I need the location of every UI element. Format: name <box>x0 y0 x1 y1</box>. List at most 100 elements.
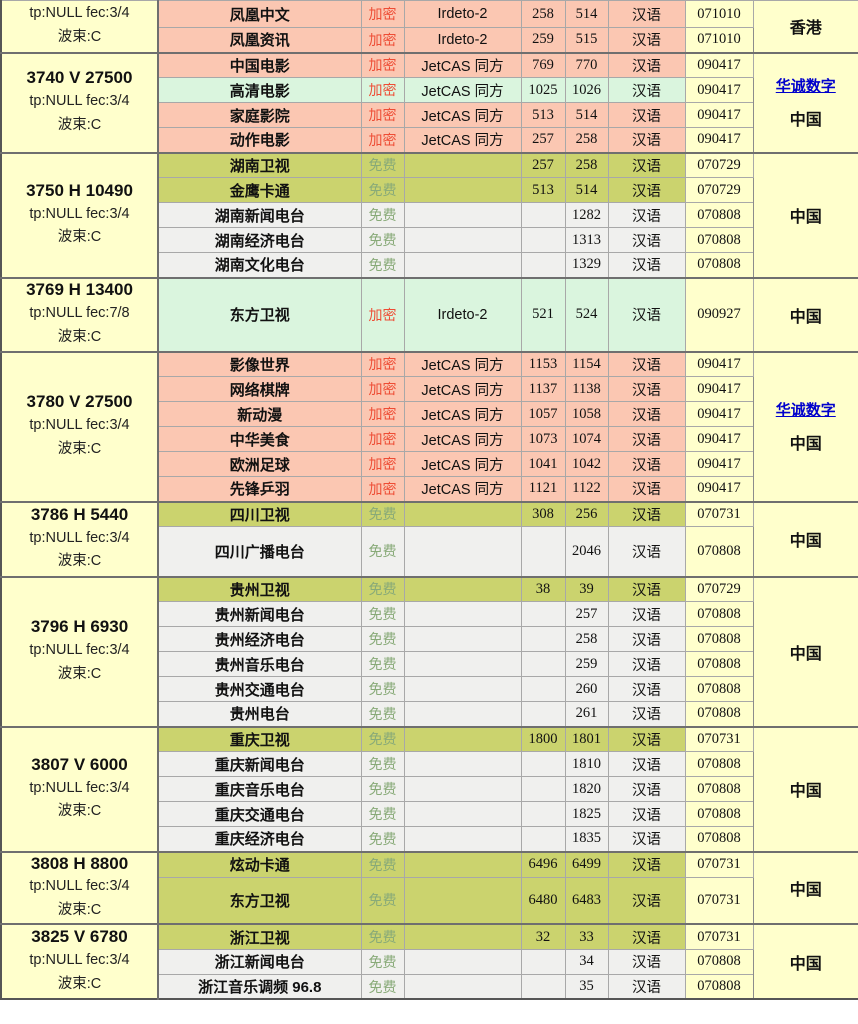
language-cell: 汉语 <box>607 751 686 777</box>
ca-system-cell <box>403 776 522 802</box>
ca-system-cell <box>403 876 522 925</box>
tp-params: tp:NULL fec:3/4 <box>29 779 130 796</box>
ca-system-cell: JetCAS 同方 <box>403 51 522 78</box>
encryption-status: 免费 <box>360 876 405 925</box>
language-cell: 汉语 <box>607 177 686 203</box>
audio-pid-cell: 1074 <box>564 426 609 452</box>
date-cell: 070808 <box>684 776 754 802</box>
channel-name-cell: 中华美食 <box>157 426 362 452</box>
country-label: 中国 <box>789 209 822 226</box>
encryption-status: 免费 <box>360 676 405 702</box>
country-cell: 香港 <box>752 0 858 53</box>
provider-link[interactable]: 华诚数字 <box>775 78 836 95</box>
language-cell: 汉语 <box>607 701 686 727</box>
channel-name-cell: 贵州交通电台 <box>157 676 362 702</box>
country-label: 中国 <box>789 783 822 800</box>
encryption-status: 免费 <box>360 701 405 727</box>
video-pid-cell <box>520 948 566 975</box>
ca-system-cell <box>403 973 522 1000</box>
channel-name-cell: 欧洲足球 <box>157 451 362 477</box>
ca-system-cell <box>403 151 522 178</box>
channel-name-cell: 浙江卫视 <box>157 923 362 950</box>
encryption-status: 加密 <box>360 276 405 352</box>
channel-name-cell: 炫动卡通 <box>157 850 362 878</box>
table-row: 重庆交通电台 免费 1825 汉语 070808 <box>1 801 858 827</box>
audio-pid-cell: 770 <box>564 51 609 78</box>
video-pid-cell: 6480 <box>520 876 566 925</box>
audio-pid-cell: 515 <box>564 27 609 53</box>
audio-pid-cell: 34 <box>564 948 609 975</box>
audio-pid-cell: 1810 <box>564 751 609 777</box>
channel-name-cell: 湖南新闻电台 <box>157 202 362 228</box>
table-row: 3750 H 10490 tp:NULL fec:3/4 波束:C 湖南卫视 免费 257… <box>0 151 858 278</box>
encryption-status: 加密 <box>360 77 405 103</box>
encryption-status: 免费 <box>360 948 405 975</box>
audio-pid-cell: 1042 <box>564 451 609 477</box>
transponder-section: 3786 H 5440 tp:NULL fec:3/4 波束:C 四川卫视 免费 308 2… <box>0 500 858 577</box>
table-row: 贵州新闻电台 免费 257 汉语 070808 <box>1 601 858 627</box>
audio-pid-cell: 258 <box>564 626 609 652</box>
channel-name-cell: 重庆音乐电台 <box>157 776 362 802</box>
encryption-status: 免费 <box>360 826 405 852</box>
channel-name-cell: 贵州经济电台 <box>157 626 362 652</box>
tp-params: tp:NULL fec:3/4 <box>29 205 130 222</box>
table-row: 四川广播电台 免费 2046 汉语 070808 <box>1 526 858 577</box>
language-cell: 汉语 <box>607 923 686 950</box>
table-row: 湖南文化电台 免费 1329 汉语 070808 <box>1 252 858 278</box>
language-cell: 汉语 <box>607 102 686 128</box>
language-cell: 汉语 <box>607 948 686 975</box>
table-row: 东方卫视 免费 6480 6483 汉语 070731 <box>1 876 858 925</box>
country-label: 中国 <box>789 955 822 973</box>
provider-link[interactable]: 华诚数字 <box>775 402 836 419</box>
encryption-status: 免费 <box>360 725 405 752</box>
transponder-cell: 3769 H 13400 tp:NULL fec:7/8 波束:C <box>0 276 159 352</box>
channel-name-cell: 东方卫视 <box>157 876 362 925</box>
encryption-status: 加密 <box>360 0 405 28</box>
table-row: 动作电影 加密 JetCAS 同方 257 258 汉语 090417 <box>1 127 858 153</box>
channel-name-cell: 贵州新闻电台 <box>157 601 362 627</box>
video-pid-cell: 1137 <box>520 376 566 402</box>
language-cell: 汉语 <box>607 776 686 802</box>
video-pid-cell <box>520 626 566 652</box>
encryption-status: 免费 <box>360 751 405 777</box>
ca-system-cell <box>403 948 522 975</box>
ca-system-cell <box>403 202 522 228</box>
tp-params: tp:NULL fec:3/4 <box>29 952 130 969</box>
language-cell: 汉语 <box>607 500 686 527</box>
beam-label: 波束:C <box>57 328 102 345</box>
audio-pid-cell: 256 <box>564 500 609 527</box>
transponder-section: tp:NULL fec:3/4 波束:C 凤凰中文 加密 Irdeto-2 258 514 汉… <box>0 0 858 53</box>
language-cell: 汉语 <box>607 676 686 702</box>
video-pid-cell <box>520 651 566 677</box>
date-cell: 090927 <box>684 276 754 352</box>
encryption-status: 免费 <box>360 973 405 1000</box>
transponder-cell: 3808 H 8800 tp:NULL fec:3/4 波束:C <box>0 850 159 925</box>
audio-pid-cell: 6483 <box>564 876 609 925</box>
date-cell: 090417 <box>684 77 754 103</box>
audio-pid-cell: 1058 <box>564 401 609 427</box>
table-row: 中华美食 加密 JetCAS 同方 1073 1074 汉语 090417 <box>1 426 858 452</box>
tp-params: tp:NULL fec:7/8 <box>29 305 130 322</box>
date-cell: 070731 <box>684 500 754 527</box>
audio-pid-cell: 1282 <box>564 202 609 228</box>
audio-pid-cell: 1825 <box>564 801 609 827</box>
video-pid-cell: 1057 <box>520 401 566 427</box>
frequency-label: 3786 H 5440 <box>30 504 129 524</box>
encryption-status: 免费 <box>360 601 405 627</box>
date-cell: 070731 <box>684 850 754 878</box>
beam-label: 波束:C <box>57 902 102 919</box>
transponder-section: 3808 H 8800 tp:NULL fec:3/4 波束:C 炫动卡通 免费 6496… <box>0 850 858 925</box>
beam-label: 波束:C <box>57 116 102 133</box>
table-row: 3740 V 27500 tp:NULL fec:3/4 波束:C 中国电影 加密 Jet… <box>0 51 858 153</box>
video-pid-cell: 257 <box>520 151 566 178</box>
video-pid-cell: 259 <box>520 27 566 53</box>
date-cell: 090417 <box>684 102 754 128</box>
country-cell: 中国 <box>752 151 858 278</box>
channel-name-cell: 动作电影 <box>157 127 362 153</box>
encryption-status: 免费 <box>360 575 405 602</box>
audio-pid-cell: 1313 <box>564 227 609 253</box>
frequency-label: 3825 V 6780 <box>31 927 128 947</box>
country-cell: 中国 <box>752 850 858 925</box>
country-label: 中国 <box>789 645 822 663</box>
table-row: 3786 H 5440 tp:NULL fec:3/4 波束:C 四川卫视 免费 308 2… <box>0 500 858 577</box>
